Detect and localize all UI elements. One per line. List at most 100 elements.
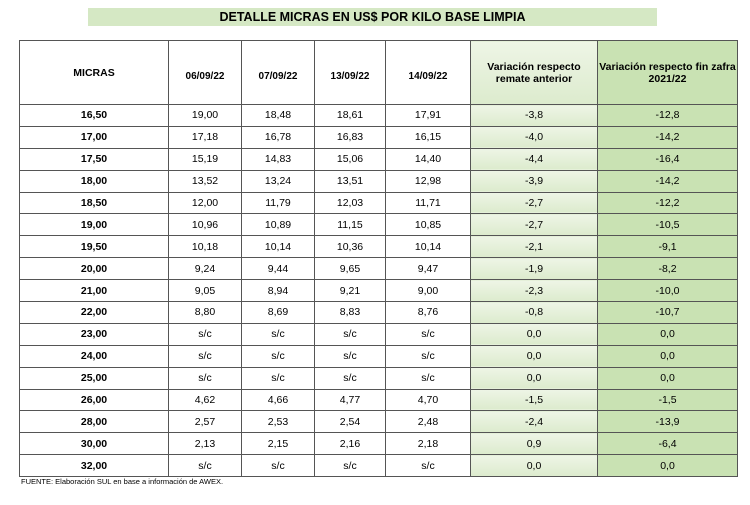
value-cell: 9,65 (314, 257, 386, 281)
value-cell: 8,94 (241, 279, 315, 303)
table-row: 28,00 2,57 2,53 2,54 2,48 -2,4 -13,9 (19, 410, 738, 434)
micron-cell: 18,00 (19, 169, 169, 193)
value-cell: 13,51 (314, 169, 386, 193)
value-cell: -4,0 (470, 125, 598, 149)
micron-cell: 32,00 (19, 454, 169, 478)
micron-cell: 25,00 (19, 366, 169, 390)
value-cell: -1,5 (597, 388, 738, 412)
value-cell: -12,2 (597, 191, 738, 215)
value-cell: -2,1 (470, 235, 598, 259)
value-cell: 12,00 (168, 191, 242, 215)
value-cell: 19,00 (168, 104, 242, 127)
value-cell: 10,96 (168, 213, 242, 237)
value-cell: 15,06 (314, 147, 386, 171)
value-cell: -9,1 (597, 235, 738, 259)
value-cell: s/c (314, 322, 386, 346)
table-body: 16,50 19,00 18,48 18,61 17,91 -3,8 -12,8 17,00 1… (19, 104, 738, 478)
column-header: Variación respecto remate anterior (470, 40, 598, 105)
micron-cell: 18,50 (19, 191, 169, 215)
value-cell: -4,4 (470, 147, 598, 171)
value-cell: 4,62 (168, 388, 242, 412)
table-title: DETALLE MICRAS EN US$ POR KILO BASE LIMP… (88, 8, 657, 26)
value-cell: -0,8 (470, 301, 598, 324)
value-cell: -12,8 (597, 104, 738, 127)
value-cell: 2,18 (385, 432, 471, 456)
value-cell: 0,0 (597, 322, 738, 346)
value-cell: 10,18 (168, 235, 242, 259)
value-cell: -2,3 (470, 279, 598, 303)
micron-cell: 28,00 (19, 410, 169, 434)
table-row: 16,50 19,00 18,48 18,61 17,91 -3,8 -12,8 (19, 104, 738, 127)
value-cell: -10,7 (597, 301, 738, 324)
value-cell: 14,83 (241, 147, 315, 171)
value-cell: s/c (168, 344, 242, 368)
value-cell: 10,89 (241, 213, 315, 237)
value-cell: s/c (241, 344, 315, 368)
value-cell: -13,9 (597, 410, 738, 434)
value-cell: 17,91 (385, 104, 471, 127)
value-cell: 2,15 (241, 432, 315, 456)
value-cell: 9,47 (385, 257, 471, 281)
value-cell: 4,66 (241, 388, 315, 412)
value-cell: 0,9 (470, 432, 598, 456)
value-cell: 12,03 (314, 191, 386, 215)
value-cell: 0,0 (597, 344, 738, 368)
table-row: 18,00 13,52 13,24 13,51 12,98 -3,9 -14,2 (19, 169, 738, 193)
value-cell: 9,00 (385, 279, 471, 303)
value-cell: -10,5 (597, 213, 738, 237)
value-cell: -3,9 (470, 169, 598, 193)
value-cell: s/c (241, 322, 315, 346)
value-cell: 10,36 (314, 235, 386, 259)
column-header: 13/09/22 (314, 40, 386, 105)
micron-cell: 21,00 (19, 279, 169, 303)
table-row: 22,00 8,80 8,69 8,83 8,76 -0,8 -10,7 (19, 301, 738, 324)
value-cell: 0,0 (470, 454, 598, 478)
value-cell: 11,71 (385, 191, 471, 215)
table-row: 23,00 s/c s/c s/c s/c 0,0 0,0 (19, 322, 738, 346)
table-row: 20,00 9,24 9,44 9,65 9,47 -1,9 -8,2 (19, 257, 738, 281)
value-cell: -10,0 (597, 279, 738, 303)
value-cell: 8,76 (385, 301, 471, 324)
value-cell: 17,18 (168, 125, 242, 149)
value-cell: 8,83 (314, 301, 386, 324)
value-cell: -16,4 (597, 147, 738, 171)
value-cell: -2,7 (470, 191, 598, 215)
column-header: 07/09/22 (241, 40, 315, 105)
value-cell: s/c (314, 344, 386, 368)
value-cell: -14,2 (597, 125, 738, 149)
header-row: MICRAS 06/09/22 07/09/22 13/09/22 14/09/22 Va… (19, 40, 738, 105)
value-cell: 0,0 (597, 454, 738, 478)
price-table: MICRAS 06/09/22 07/09/22 13/09/22 14/09/22 Va… (19, 40, 738, 478)
table-row: 24,00 s/c s/c s/c s/c 0,0 0,0 (19, 344, 738, 368)
value-cell: -3,8 (470, 104, 598, 127)
table-row: 26,00 4,62 4,66 4,77 4,70 -1,5 -1,5 (19, 388, 738, 412)
value-cell: 12,98 (385, 169, 471, 193)
micron-cell: 24,00 (19, 344, 169, 368)
micron-cell: 17,50 (19, 147, 169, 171)
value-cell: -6,4 (597, 432, 738, 456)
value-cell: 4,70 (385, 388, 471, 412)
value-cell: 10,14 (241, 235, 315, 259)
value-cell: -1,9 (470, 257, 598, 281)
value-cell: 14,40 (385, 147, 471, 171)
value-cell: 2,48 (385, 410, 471, 434)
table-row: 32,00 s/c s/c s/c s/c 0,0 0,0 (19, 454, 738, 478)
value-cell: 11,79 (241, 191, 315, 215)
value-cell: s/c (314, 454, 386, 478)
column-header: 14/09/22 (385, 40, 471, 105)
source-note: FUENTE: Elaboración SUL en base a inform… (21, 477, 224, 486)
value-cell: s/c (314, 366, 386, 390)
value-cell: 8,80 (168, 301, 242, 324)
value-cell: -8,2 (597, 257, 738, 281)
value-cell: s/c (168, 322, 242, 346)
value-cell: 18,48 (241, 104, 315, 127)
value-cell: 0,0 (470, 344, 598, 368)
value-cell: 4,77 (314, 388, 386, 412)
value-cell: s/c (385, 344, 471, 368)
table-row: 25,00 s/c s/c s/c s/c 0,0 0,0 (19, 366, 738, 390)
table-row: 17,00 17,18 16,78 16,83 16,15 -4,0 -14,2 (19, 125, 738, 149)
value-cell: s/c (385, 454, 471, 478)
table-row: 18,50 12,00 11,79 12,03 11,71 -2,7 -12,2 (19, 191, 738, 215)
value-cell: 2,13 (168, 432, 242, 456)
